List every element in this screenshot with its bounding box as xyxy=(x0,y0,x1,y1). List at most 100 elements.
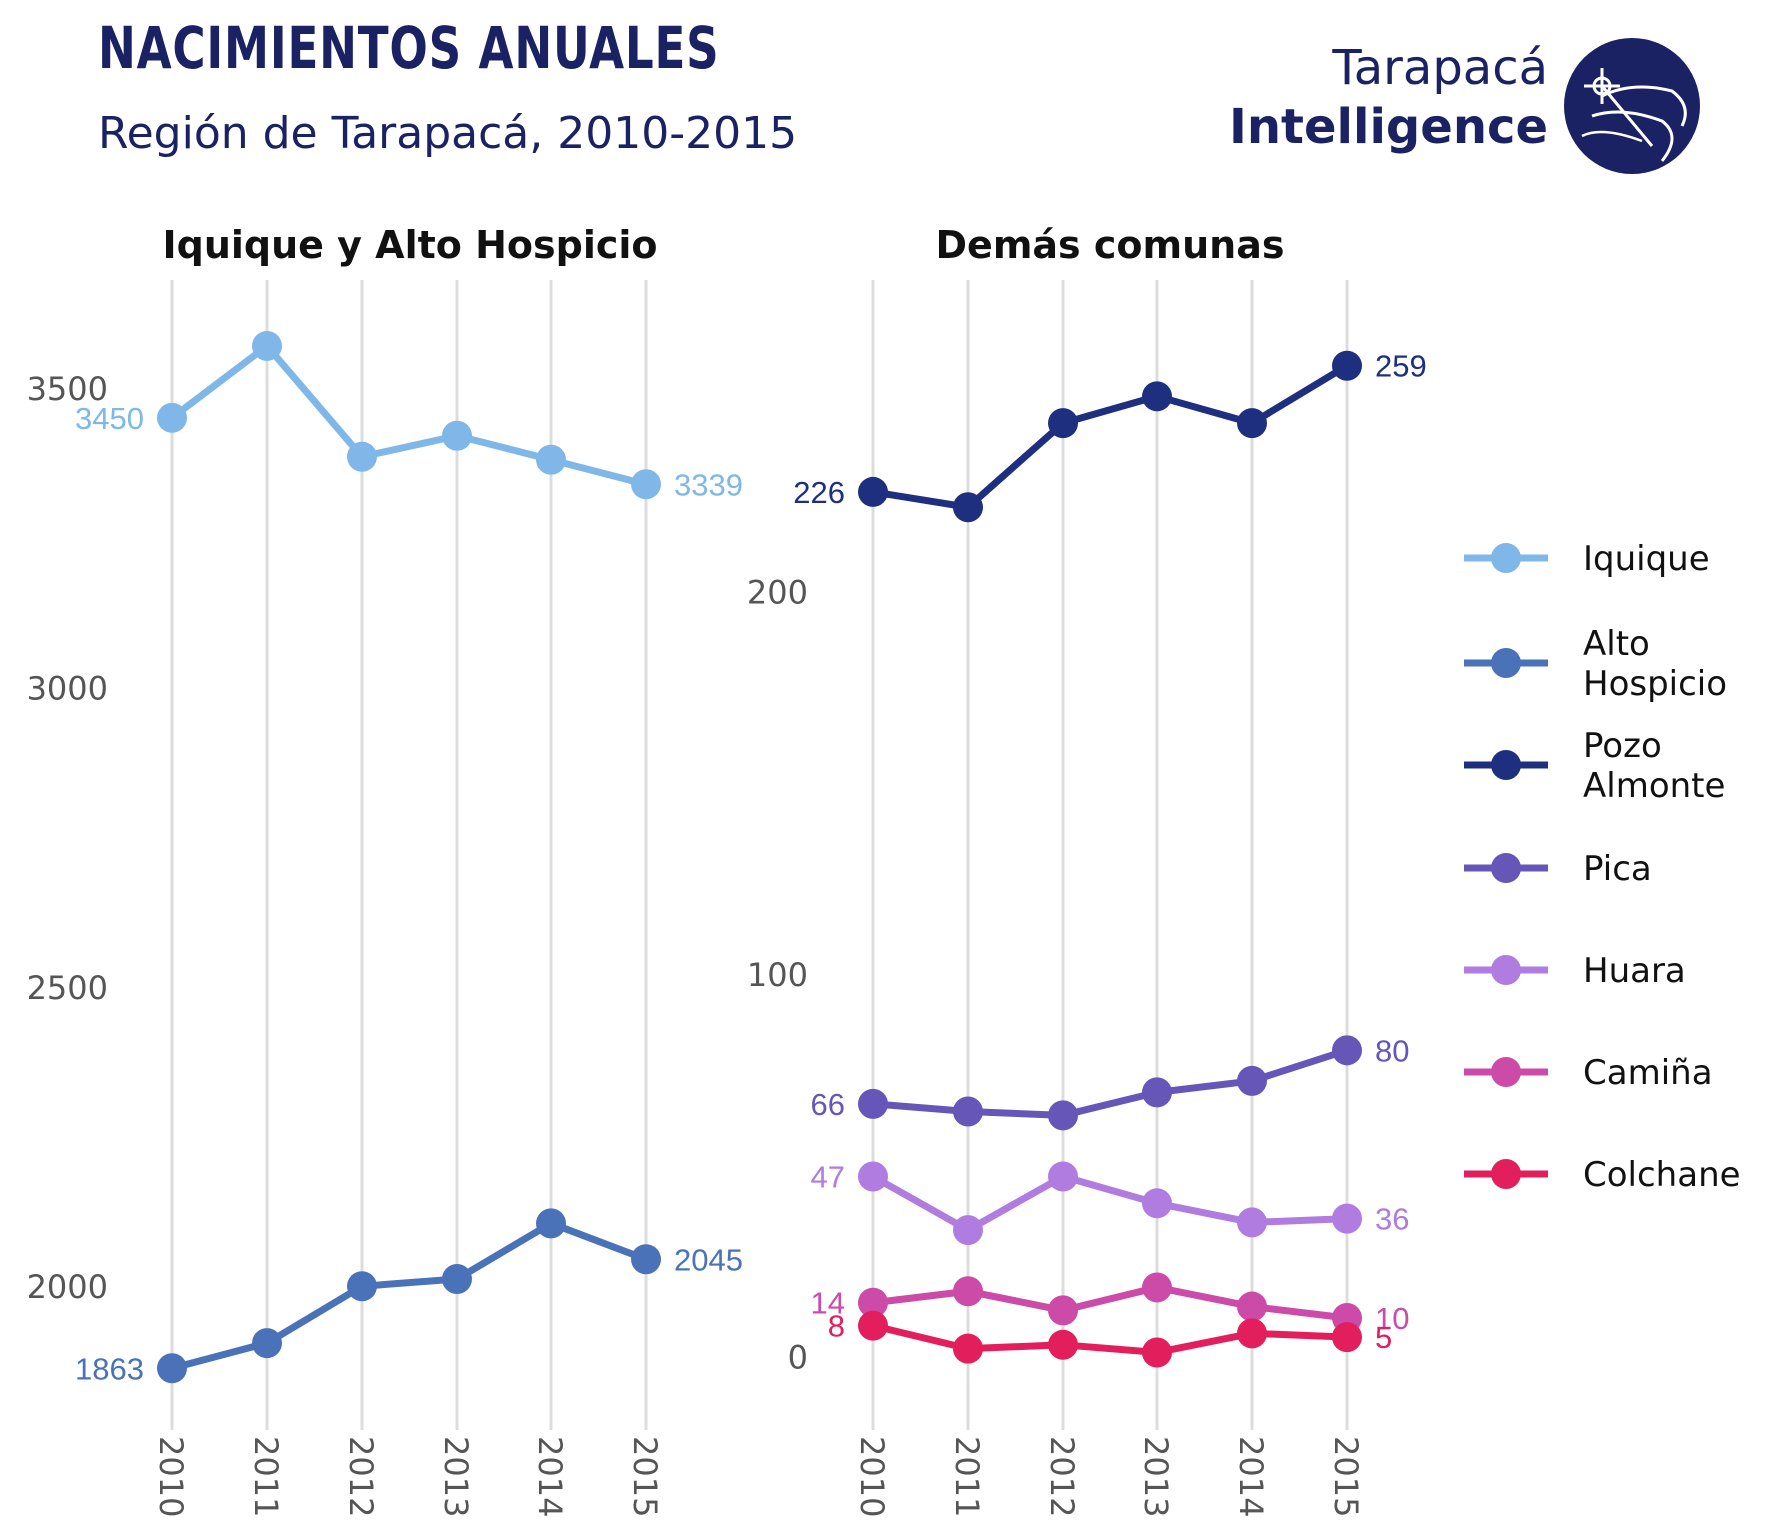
data-label: 47 xyxy=(811,1160,845,1195)
data-point xyxy=(858,1088,888,1119)
series-line xyxy=(171,1219,648,1372)
legend-label: Alto xyxy=(1583,624,1650,664)
data-point xyxy=(536,444,566,475)
series-line xyxy=(872,1283,1348,1322)
data-point xyxy=(347,1271,377,1302)
data-label: 1863 xyxy=(75,1351,144,1386)
data-point xyxy=(347,441,377,472)
panel-title: Iquique y Alto Hospicio xyxy=(162,223,657,267)
panel-title: Demás comunas xyxy=(936,223,1285,267)
data-point xyxy=(1237,1291,1267,1322)
legend-key-marker xyxy=(1491,750,1521,780)
x-tick-label: 2014 xyxy=(531,1436,569,1517)
data-point xyxy=(631,469,661,500)
data-label: 5 xyxy=(1375,1320,1392,1355)
data-point xyxy=(1048,1295,1078,1326)
data-point xyxy=(1332,1035,1362,1066)
globe-compass-icon xyxy=(1564,38,1700,174)
series-line xyxy=(872,1046,1349,1119)
data-label: 259 xyxy=(1375,349,1427,384)
x-tick-label: 2012 xyxy=(342,1436,380,1517)
legend-label: Iquique xyxy=(1583,539,1710,579)
data-point xyxy=(1048,1161,1078,1192)
data-point xyxy=(1142,1272,1172,1303)
data-point xyxy=(252,1328,282,1359)
y-tick-label: 100 xyxy=(747,956,808,994)
data-label: 3450 xyxy=(75,401,144,436)
data-point xyxy=(1332,1203,1362,1234)
series-line xyxy=(872,1322,1348,1356)
x-tick-label: 2012 xyxy=(1043,1436,1081,1517)
y-tick-label: 3000 xyxy=(27,669,108,707)
data-point xyxy=(1142,381,1172,412)
legend-key-marker xyxy=(1491,543,1521,573)
series-line xyxy=(169,342,647,488)
data-point xyxy=(631,1244,661,1275)
data-point xyxy=(1237,1318,1267,1349)
series-line xyxy=(872,362,1349,511)
x-tick-label: 2013 xyxy=(437,1436,475,1517)
x-tick-label: 2013 xyxy=(1137,1436,1175,1517)
x-tick-label: 2011 xyxy=(948,1436,986,1517)
y-tick-label: 3500 xyxy=(27,370,108,408)
data-label: 3339 xyxy=(674,467,743,502)
data-point xyxy=(1048,1329,1078,1360)
data-point xyxy=(1237,1207,1267,1238)
legend-label: Camiña xyxy=(1583,1053,1713,1093)
data-point xyxy=(953,1096,983,1127)
brand-wordmark: Tarapacá Intelligence xyxy=(1200,38,1548,156)
x-tick-label: 2015 xyxy=(626,1436,664,1517)
data-point xyxy=(858,1161,888,1192)
data-label: 8 xyxy=(828,1309,845,1344)
y-tick-label: 200 xyxy=(747,573,808,611)
data-point xyxy=(1048,408,1078,439)
data-point xyxy=(1332,350,1362,381)
legend-key-marker xyxy=(1491,1057,1521,1087)
data-point xyxy=(536,1208,566,1239)
data-point xyxy=(442,1264,472,1295)
data-label: 226 xyxy=(793,475,845,510)
data-point xyxy=(1332,1322,1362,1353)
x-tick-label: 2010 xyxy=(152,1436,190,1517)
data-point xyxy=(1237,1065,1267,1096)
data-label: 66 xyxy=(811,1087,845,1122)
legend-key-marker xyxy=(1491,1159,1521,1189)
data-label: 80 xyxy=(1375,1033,1409,1068)
data-point xyxy=(1142,1188,1172,1219)
legend-label: Pozo xyxy=(1583,726,1662,766)
legend-key-marker xyxy=(1491,955,1521,985)
x-tick-label: 2011 xyxy=(247,1436,285,1517)
legend-label: Colchane xyxy=(1583,1155,1741,1195)
legend-label: Huara xyxy=(1583,951,1686,991)
data-point xyxy=(858,476,888,507)
data-point xyxy=(953,1333,983,1364)
x-tick-label: 2014 xyxy=(1232,1436,1270,1517)
y-tick-label: 2500 xyxy=(27,969,108,1007)
data-label: 14 xyxy=(811,1286,845,1321)
x-tick-label: 2010 xyxy=(853,1436,891,1517)
data-point xyxy=(442,420,472,451)
data-point xyxy=(157,402,187,433)
data-point xyxy=(953,1276,983,1307)
legend-key-marker xyxy=(1491,648,1521,678)
data-point xyxy=(858,1287,888,1318)
data-point xyxy=(1237,408,1267,439)
chart-subtitle: Región de Tarapacá, 2010-2015 xyxy=(98,108,798,159)
data-point xyxy=(157,1353,187,1384)
data-label: 10 xyxy=(1375,1301,1409,1336)
data-point xyxy=(858,1310,888,1341)
legend-label: Pica xyxy=(1583,849,1652,889)
y-tick-label: 0 xyxy=(788,1338,808,1376)
data-point xyxy=(1142,1077,1172,1108)
data-point xyxy=(953,492,983,523)
y-tick-label: 2000 xyxy=(27,1268,108,1306)
series-line xyxy=(871,1173,1348,1234)
legend-label: Almonte xyxy=(1583,766,1725,806)
x-tick-label: 2015 xyxy=(1327,1436,1365,1517)
data-point xyxy=(953,1215,983,1246)
brand-name-top: Tarapacá xyxy=(1332,40,1548,96)
data-point xyxy=(1048,1100,1078,1131)
legend-key-marker xyxy=(1491,853,1521,883)
chart-title: NACIMIENTOS ANUALES xyxy=(98,14,720,82)
